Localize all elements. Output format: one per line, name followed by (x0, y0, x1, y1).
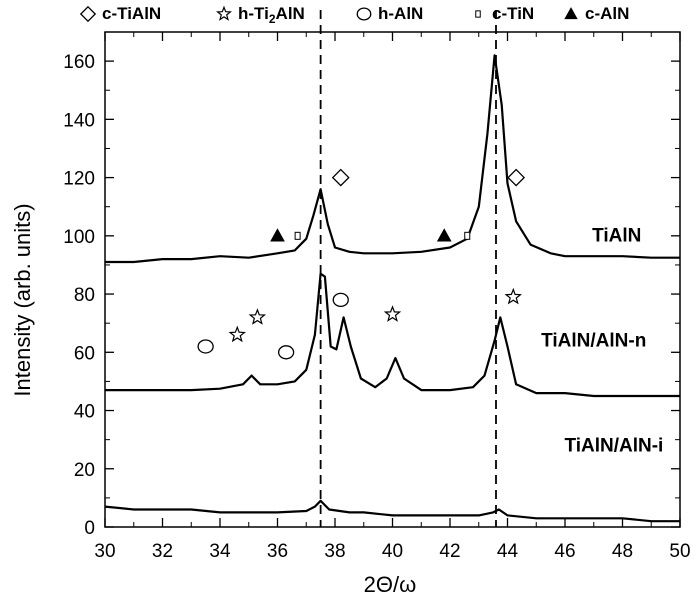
peak-marker-diamond (331, 168, 350, 187)
x-tick-label: 40 (382, 541, 403, 562)
plot-area: 30 32 34 36 38 40 42 44 46 48 50 0 20 40 60 80 100 120 140… (63, 10, 691, 562)
legend-entry-triangle: c-AlN (564, 4, 629, 23)
series-line-tialn-aln-i (104, 499, 680, 523)
y-tick-label: 140 (63, 110, 95, 131)
x-tick-label: 46 (554, 541, 575, 562)
legend-label: c-TiAlN (102, 4, 161, 23)
x-tick-label: 44 (497, 541, 519, 562)
legend-entry-diamond: c-TiAlN (79, 4, 161, 23)
series-line-tialn-aln-n (105, 272, 680, 398)
y-tick-label: 160 (63, 52, 95, 73)
legend-symbol-triangle (564, 7, 578, 20)
x-axis-title: 2Θ/ω (364, 572, 417, 597)
legend-entry-square: c-TiN (475, 4, 534, 23)
y-tick-label: 0 (84, 518, 95, 539)
legend-label: h-Ti2AlN (238, 4, 305, 26)
legend-entry-circle: h-AlN (356, 4, 423, 23)
legend-symbol-square (475, 10, 481, 18)
x-tick-label: 48 (612, 541, 633, 562)
x-tick-label: 30 (94, 541, 115, 562)
y-tick-label: 20 (74, 460, 95, 481)
peak-marker-diamond (507, 168, 526, 187)
x-tick-label: 50 (669, 541, 690, 562)
y-tick-label: 120 (63, 169, 95, 190)
y-tick-label: 40 (74, 402, 95, 423)
series-label: TiAlN (592, 226, 641, 247)
legend-label: c-TiN (492, 4, 534, 23)
legend-symbol-circle (356, 7, 372, 21)
peak-marker-circle (332, 292, 349, 308)
series-line-tialn (105, 54, 680, 264)
series-label: TiAlN/AlN-i (564, 435, 663, 456)
y-axis-title: Intensity (arb. units) (10, 203, 35, 396)
x-tick-label: 34 (209, 541, 231, 562)
peak-marker-star (504, 287, 522, 305)
legend-symbol-diamond (79, 5, 97, 23)
x-tick-label: 42 (439, 541, 460, 562)
peak-marker-triangle (436, 228, 452, 242)
legend-entry-star: h-Ti2AlN (215, 4, 305, 26)
legend-symbol-star (215, 5, 233, 21)
x-tick-label: 38 (324, 541, 345, 562)
legend: c-TiAlN h-Ti2AlN h-AlN c-TiN c-AlN (79, 4, 629, 26)
peak-marker-star (383, 305, 402, 322)
x-tick-label: 32 (152, 541, 173, 562)
y-tick-label: 80 (74, 285, 95, 306)
legend-label: h-AlN (378, 4, 423, 23)
x-tick-label: 36 (267, 541, 288, 562)
peak-marker-circle (197, 339, 214, 354)
peak-marker-square (294, 231, 301, 240)
series-label: TiAlN/AlN-n (541, 330, 646, 351)
peak-marker-square (464, 231, 471, 240)
peak-marker-circle (277, 345, 295, 360)
y-tick-label: 100 (63, 227, 95, 248)
legend-label: c-AlN (585, 4, 629, 23)
y-tick-label: 60 (74, 343, 95, 364)
peak-marker-star (248, 308, 267, 325)
peak-marker-triangle (270, 228, 285, 242)
peak-marker-star (228, 325, 246, 343)
